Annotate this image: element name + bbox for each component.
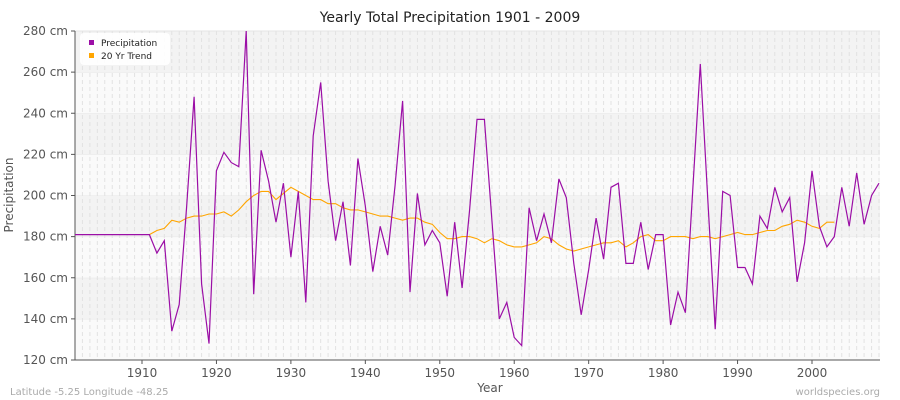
legend: Precipitation 20 Yr Trend [80,33,170,65]
source-caption: worldspecies.org [796,387,880,398]
legend-trend-label: 20 Yr Trend [101,52,152,62]
x-axis-label: Year [476,381,502,395]
y-tick-label: 140 cm [23,312,68,326]
chart-title: Yearly Total Precipitation 1901 - 2009 [319,10,581,26]
y-axis-label: Precipitation [2,157,16,232]
y-tick-label: 260 cm [23,65,68,79]
x-tick-label: 2000 [797,366,828,380]
grid-band [75,31,880,73]
y-tick-label: 220 cm [23,147,68,161]
y-tick-label: 200 cm [23,189,68,203]
precipitation-line [75,30,880,348]
legend-trend-swatch [89,53,94,58]
legend-precipitation-label: Precipitation [101,39,157,49]
x-tick-label: 1990 [722,366,753,380]
location-caption: Latitude -5.25 Longitude -48.25 [10,387,169,398]
y-tick-label: 240 cm [23,106,68,120]
y-tick-label: 280 cm [23,24,68,38]
y-tick-label: 160 cm [23,271,68,285]
x-tick-label: 1910 [127,366,158,380]
x-tick-label: 1950 [425,366,456,380]
x-tick-label: 1930 [276,366,307,380]
y-tick-label: 120 cm [23,353,68,367]
x-tick-label: 1980 [648,366,679,380]
y-tick-label: 180 cm [23,230,68,244]
x-tick-label: 1920 [201,366,232,380]
x-tick-label: 1960 [499,366,530,380]
grid-band [75,72,880,114]
x-tick-label: 1970 [573,366,604,380]
legend-precipitation-swatch [89,40,94,45]
x-tick-label: 1940 [350,366,381,380]
